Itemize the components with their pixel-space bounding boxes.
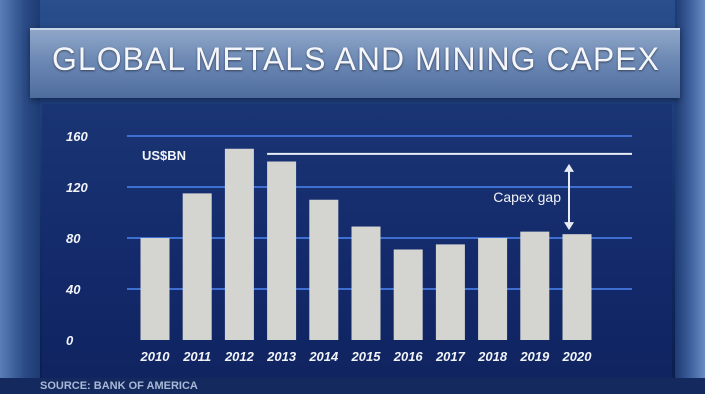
- source-note: SOURCE: BANK OF AMERICA: [40, 380, 198, 392]
- chart-title: GLOBAL METALS AND MINING CAPEX: [52, 41, 660, 77]
- x-tick-label: 2018: [477, 349, 508, 364]
- bar: [309, 199, 339, 340]
- chart-panel: 0 40 80 120 160 2010 2011 2012 2013 2014 2015 2016 2…: [42, 104, 672, 380]
- x-tick-label: 2016: [393, 349, 424, 364]
- y-tick-label: 80: [66, 231, 81, 246]
- bars: [140, 148, 592, 340]
- bar: [224, 148, 254, 340]
- x-tick-label: 2012: [224, 349, 255, 364]
- bar: [267, 161, 297, 340]
- source-strip: [0, 378, 705, 394]
- y-tick-label: 120: [66, 180, 88, 195]
- y-tick-label: 160: [66, 129, 88, 144]
- x-tick-label: 2014: [308, 349, 339, 364]
- labels: 0 40 80 120 160 2010 2011 2012 2013 2014 2015 2016 2…: [65, 129, 592, 364]
- gap-arrow-head-down: [564, 222, 574, 231]
- bar: [393, 249, 423, 340]
- title-band: [30, 28, 680, 98]
- bar: [520, 231, 550, 340]
- annotation-capex-gap: Capex gap: [493, 189, 561, 205]
- bar: [562, 234, 592, 340]
- bar: [435, 244, 465, 340]
- y-tick-label: 40: [65, 282, 81, 297]
- reference-layer: [267, 152, 632, 231]
- x-tick-label: 2019: [519, 349, 550, 364]
- gap-arrow-head-up: [564, 163, 574, 172]
- bar: [478, 238, 508, 340]
- x-tick-label: 2015: [351, 349, 382, 364]
- x-tick-label: 2010: [140, 349, 171, 364]
- unit-label: US$BN: [142, 148, 186, 163]
- bar-chart: 0 40 80 120 160 2010 2011 2012 2013 2014 2015 2016 2…: [65, 129, 632, 364]
- bar: [140, 238, 170, 340]
- x-tick-label: 2017: [435, 349, 466, 364]
- frame-right-edge: [675, 0, 705, 394]
- y-tick-label: 0: [66, 333, 74, 348]
- x-tick-label: 2013: [266, 349, 297, 364]
- bar: [182, 193, 212, 340]
- bar: [351, 226, 381, 340]
- x-tick-label: 2020: [562, 349, 593, 364]
- x-tick-label: 2011: [182, 349, 211, 364]
